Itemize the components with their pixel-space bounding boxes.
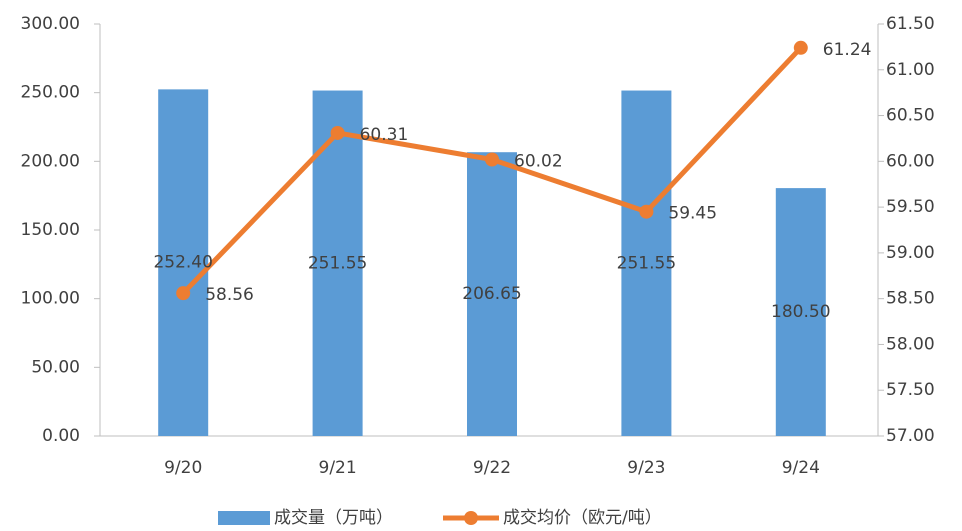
legend-label: 成交均价（欧元/吨）: [503, 508, 662, 528]
data-label: 251.55: [617, 253, 676, 273]
y2-tick-label: 57.00: [886, 426, 935, 446]
x-tick-label: 9/22: [473, 458, 511, 478]
marker: [176, 286, 191, 301]
y2-tick-label: 59.00: [886, 243, 935, 263]
data-label: 252.40: [153, 253, 212, 273]
y2-tick-label: 61.00: [886, 60, 935, 80]
y-tick-label: 100.00: [21, 289, 80, 309]
y-tick-label: 250.00: [21, 83, 80, 103]
data-label: 60.31: [360, 125, 409, 145]
y2-tick-label: 59.50: [886, 197, 935, 217]
marker: [793, 40, 808, 55]
x-tick-label: 9/24: [782, 458, 820, 478]
bar: [775, 188, 826, 436]
data-label: 58.56: [205, 285, 254, 305]
legend-swatch: [464, 511, 478, 525]
bar: [467, 152, 517, 436]
bar: [621, 90, 672, 437]
data-label: 59.45: [668, 204, 717, 224]
data-label: 251.55: [308, 253, 367, 273]
y-tick-label: 50.00: [31, 357, 80, 377]
legend-label: 成交量（万吨）: [274, 508, 393, 528]
data-label: 206.65: [462, 284, 521, 304]
x-tick-label: 9/21: [319, 458, 357, 478]
data-label: 180.50: [771, 302, 830, 322]
y-tick-label: 150.00: [21, 220, 80, 240]
y2-tick-label: 57.50: [886, 380, 935, 400]
y2-tick-label: 58.50: [886, 289, 935, 309]
y-tick-label: 300.00: [21, 14, 80, 34]
y2-tick-label: 60.00: [886, 151, 935, 171]
data-label: 60.02: [514, 152, 563, 172]
marker: [639, 204, 654, 219]
data-label: 61.24: [823, 40, 872, 60]
marker: [330, 125, 345, 140]
x-tick-label: 9/20: [164, 458, 202, 478]
y-tick-label: 200.00: [21, 151, 80, 171]
marker: [485, 152, 499, 167]
y2-tick-label: 60.50: [886, 106, 935, 126]
x-tick-label: 9/23: [627, 458, 665, 478]
y-tick-label: 0.00: [42, 426, 80, 446]
y2-tick-label: 58.00: [886, 334, 935, 354]
bar: [158, 89, 209, 436]
legend-swatch: [218, 511, 270, 525]
y2-tick-label: 61.50: [886, 14, 935, 34]
